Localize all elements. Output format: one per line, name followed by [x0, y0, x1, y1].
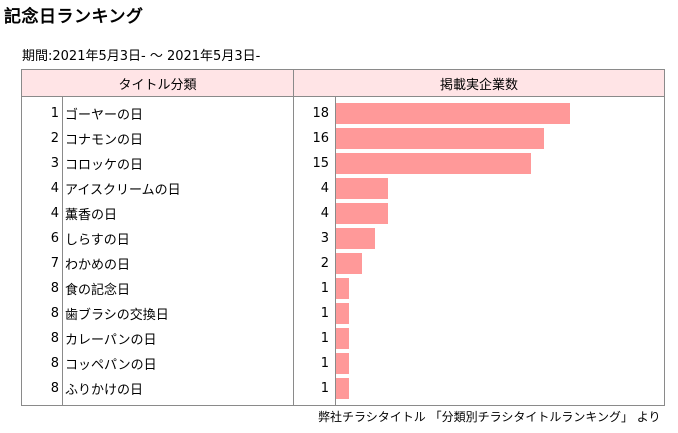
title-cell: コナモンの日	[61, 126, 294, 151]
bar-cell	[335, 276, 665, 301]
count-cell: 18	[293, 96, 336, 126]
bar	[336, 153, 532, 174]
title-cell: コロッケの日	[61, 151, 294, 176]
count-cell: 1	[293, 301, 336, 326]
bar-cell	[335, 376, 665, 406]
bar-cell	[335, 201, 665, 226]
title-cell: 食の記念日	[61, 276, 294, 301]
table-row: 8 食の記念日 1	[22, 276, 665, 301]
bar-cell	[335, 126, 665, 151]
rank-cell: 8	[50, 281, 59, 296]
header-company-count: 掲載実企業数	[293, 69, 666, 97]
table-row: 4 アイスクリームの日 4	[22, 176, 665, 201]
table-row: 1 ゴーヤーの日 18	[22, 96, 665, 126]
table-row: 3 コロッケの日 15	[22, 151, 665, 176]
ranking-table: タイトル分類 掲載実企業数 1 ゴーヤーの日 18 2 コナモンの日 16 3 コロッケの日 1…	[20, 69, 666, 406]
title-cell: カレーパンの日	[61, 326, 294, 351]
table-row: 8 コッペパンの日 1	[22, 351, 665, 376]
title-cell: 歯ブラシの交換日	[61, 301, 294, 326]
table-row: 2 コナモンの日 16	[22, 126, 665, 151]
bar	[336, 378, 350, 399]
ranking-body: 1 ゴーヤーの日 18 2 コナモンの日 16 3 コロッケの日 15 4 アイスクリームの日 4 4 薫…	[21, 96, 665, 406]
table-row: 7 わかめの日 2	[22, 251, 665, 276]
bar-cell	[335, 326, 665, 351]
bar	[336, 303, 350, 324]
bar-cell	[335, 96, 665, 126]
bar-cell	[335, 176, 665, 201]
rank-cell: 1	[50, 106, 59, 121]
bar-cell	[335, 226, 665, 251]
count-cell: 4	[293, 176, 336, 201]
count-cell: 2	[293, 251, 336, 276]
period-label: 期間:2021年5月3日- ～ 2021年5月3日-	[22, 49, 261, 64]
rank-cell: 2	[50, 131, 59, 146]
count-cell: 1	[293, 351, 336, 376]
bar-cell	[335, 251, 665, 276]
bar	[336, 128, 545, 149]
rank-cell: 3	[50, 156, 59, 171]
bar-cell	[335, 151, 665, 176]
rank-cell: 7	[50, 256, 59, 271]
title-cell: わかめの日	[61, 251, 294, 276]
rank-cell: 8	[50, 356, 59, 371]
bar	[336, 103, 571, 124]
rank-cell: 4	[50, 181, 59, 196]
bar	[336, 203, 389, 224]
count-cell: 3	[293, 226, 336, 251]
table-row: 6 しらすの日 3	[22, 226, 665, 251]
source-note: 弊社チラシタイトル 「分類別チラシタイトルランキング」 より	[318, 410, 661, 424]
bar-cell	[335, 351, 665, 376]
count-cell: 16	[293, 126, 336, 151]
bar	[336, 178, 389, 199]
page-title: 記念日ランキング	[4, 7, 144, 27]
bar	[336, 278, 350, 299]
title-cell: 薫香の日	[61, 201, 294, 226]
table-row: 8 ふりかけの日 1	[22, 376, 665, 406]
title-cell: ふりかけの日	[61, 376, 294, 406]
table-row: 8 カレーパンの日 1	[22, 326, 665, 351]
count-cell: 4	[293, 201, 336, 226]
count-cell: 1	[293, 376, 336, 406]
header-title-category: タイトル分類	[20, 69, 295, 97]
title-cell: しらすの日	[61, 226, 294, 251]
count-cell: 1	[293, 326, 336, 351]
bar	[336, 228, 376, 249]
rank-cell: 4	[50, 206, 59, 221]
count-cell: 1	[293, 276, 336, 301]
bar	[336, 328, 350, 349]
title-cell: アイスクリームの日	[61, 176, 294, 201]
rank-cell: 8	[50, 381, 59, 396]
bar	[336, 253, 363, 274]
rank-cell: 8	[50, 306, 59, 321]
title-cell: ゴーヤーの日	[61, 96, 294, 126]
table-row: 4 薫香の日 4	[22, 201, 665, 226]
bar	[336, 353, 350, 374]
rank-cell: 8	[50, 331, 59, 346]
bar-cell	[335, 301, 665, 326]
title-cell: コッペパンの日	[61, 351, 294, 376]
table-row: 8 歯ブラシの交換日 1	[22, 301, 665, 326]
count-cell: 15	[293, 151, 336, 176]
rank-cell: 6	[50, 231, 59, 246]
